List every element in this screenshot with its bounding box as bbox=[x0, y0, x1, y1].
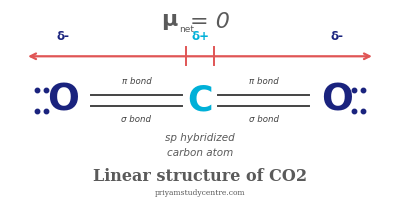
Text: net: net bbox=[179, 25, 194, 34]
Text: Linear structure of CO2: Linear structure of CO2 bbox=[93, 168, 307, 185]
Text: $\mathbf{\mu}$: $\mathbf{\mu}$ bbox=[160, 12, 178, 32]
Text: σ bond: σ bond bbox=[122, 114, 152, 124]
Text: δ-: δ- bbox=[56, 30, 70, 43]
Text: priyamstudycentre.com: priyamstudycentre.com bbox=[155, 188, 245, 197]
Text: O: O bbox=[47, 82, 79, 118]
Text: sp hybridized
carbon atom: sp hybridized carbon atom bbox=[165, 133, 235, 158]
Text: π bond: π bond bbox=[122, 77, 151, 86]
Text: π bond: π bond bbox=[249, 77, 278, 86]
Text: C: C bbox=[187, 83, 213, 117]
Text: δ-: δ- bbox=[330, 30, 344, 43]
Text: O: O bbox=[321, 82, 353, 118]
Text: = 0: = 0 bbox=[190, 12, 230, 32]
Text: σ bond: σ bond bbox=[248, 114, 278, 124]
Text: δ+: δ+ bbox=[191, 30, 209, 43]
